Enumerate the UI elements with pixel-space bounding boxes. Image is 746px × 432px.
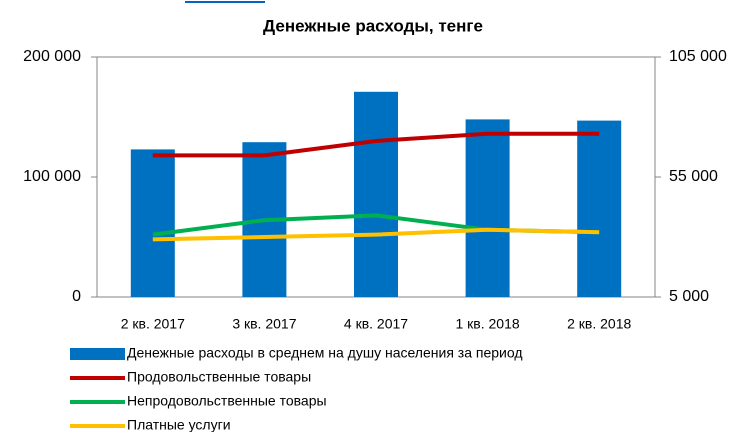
x-tick-label: 2 кв. 2018	[567, 316, 631, 332]
y-tick-label: 0	[72, 288, 81, 305]
bar	[577, 120, 622, 297]
y-tick-label: 200 000	[23, 48, 81, 65]
y2-tick-label: 105 000	[669, 48, 727, 65]
bar	[130, 149, 175, 297]
legend-label: Платные услуги	[127, 417, 231, 432]
x-tick-label: 3 кв. 2017	[232, 316, 296, 332]
legend-label: Продовольственные товары	[127, 369, 311, 385]
x-tick-label: 2 кв. 2017	[121, 316, 185, 332]
chart-title: Денежные расходы, тенге	[263, 16, 483, 35]
legend-label: Непродовольственные товары	[127, 393, 327, 409]
bar	[354, 91, 398, 297]
y-tick-label: 100 000	[23, 168, 81, 185]
line	[152, 227, 600, 242]
y2-tick-label: 5 000	[669, 288, 709, 305]
bar	[465, 119, 510, 298]
y2-tick-label: 55 000	[669, 168, 718, 185]
legend-swatch	[70, 348, 125, 360]
x-tick-label: 4 кв. 2017	[344, 316, 408, 332]
line	[152, 131, 600, 158]
x-tick-label: 1 кв. 2018	[456, 316, 520, 332]
legend-label: Денежные расходы в среднем на душу насел…	[127, 345, 523, 361]
